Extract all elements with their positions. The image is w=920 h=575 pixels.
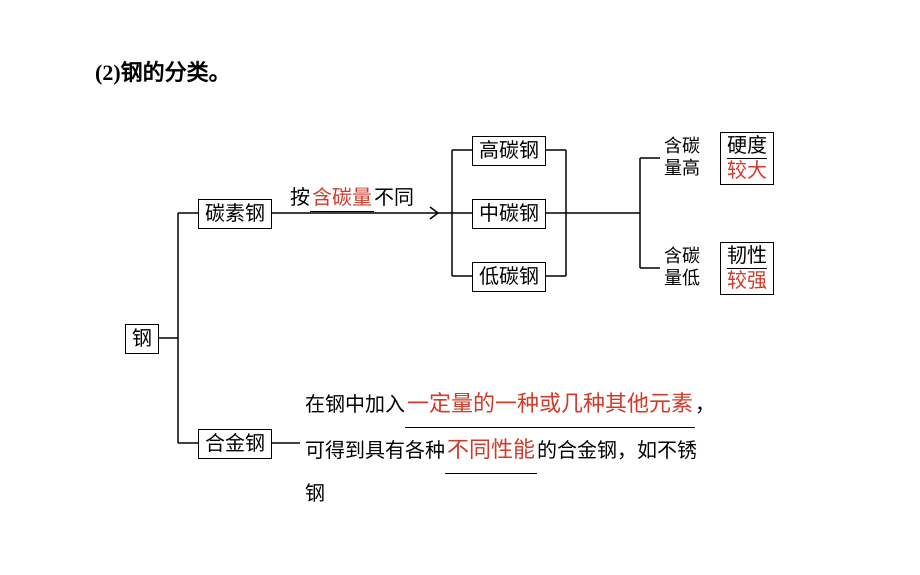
alloy-l2-prefix: 可得到具有各种	[305, 440, 445, 462]
node-toughness: 韧性 较强	[720, 242, 774, 295]
node-low-carbon: 低碳钢	[472, 262, 546, 292]
alloy-line-2: 可得到具有各种不同性能的合金钢，如不锈	[305, 428, 915, 474]
node-mid-carbon: 中碳钢	[472, 199, 546, 229]
diagram-page: (2)钢的分类。 钢 碳素钢 按含碳量不同	[0, 0, 920, 575]
label-high-l2: 量高	[664, 158, 700, 180]
node-carbon-steel: 碳素钢	[198, 199, 272, 229]
hardness-l2: 较大	[727, 158, 767, 183]
carbon-criteria-label: 按含碳量不同	[290, 186, 414, 212]
criteria-suffix: 不同	[374, 187, 414, 209]
alloy-line-3: 钢	[305, 474, 915, 514]
alloy-l2-suffix: 的合金钢，如不锈	[537, 440, 697, 462]
criteria-prefix: 按	[290, 187, 310, 209]
node-root: 钢	[125, 324, 159, 354]
alloy-line-1: 在钢中加入一定量的一种或几种其他元素，	[305, 382, 915, 428]
label-high-l1: 含碳	[664, 136, 700, 158]
node-alloy-steel: 合金钢	[198, 429, 272, 459]
hardness-l1: 硬度	[727, 134, 767, 158]
alloy-l1-fill: 一定量的一种或几种其他元素	[405, 382, 695, 428]
toughness-l1: 韧性	[727, 244, 767, 268]
node-high-carbon: 高碳钢	[472, 136, 546, 166]
toughness-l2: 较强	[727, 268, 767, 293]
label-low-l1: 含碳	[664, 246, 700, 268]
alloy-steel-description: 在钢中加入一定量的一种或几种其他元素， 可得到具有各种不同性能的合金钢，如不锈 …	[305, 382, 915, 514]
node-hardness: 硬度 较大	[720, 132, 774, 185]
alloy-l1-prefix: 在钢中加入	[305, 394, 405, 416]
label-low-l2: 量低	[664, 268, 700, 290]
section-title: (2)钢的分类。	[95, 55, 231, 87]
label-high-carbon-content: 含碳 量高	[664, 136, 700, 179]
alloy-l2-fill: 不同性能	[445, 428, 537, 474]
label-low-carbon-content: 含碳 量低	[664, 246, 700, 289]
criteria-fill: 含碳量	[310, 186, 374, 212]
alloy-l1-suffix: ，	[695, 394, 715, 416]
